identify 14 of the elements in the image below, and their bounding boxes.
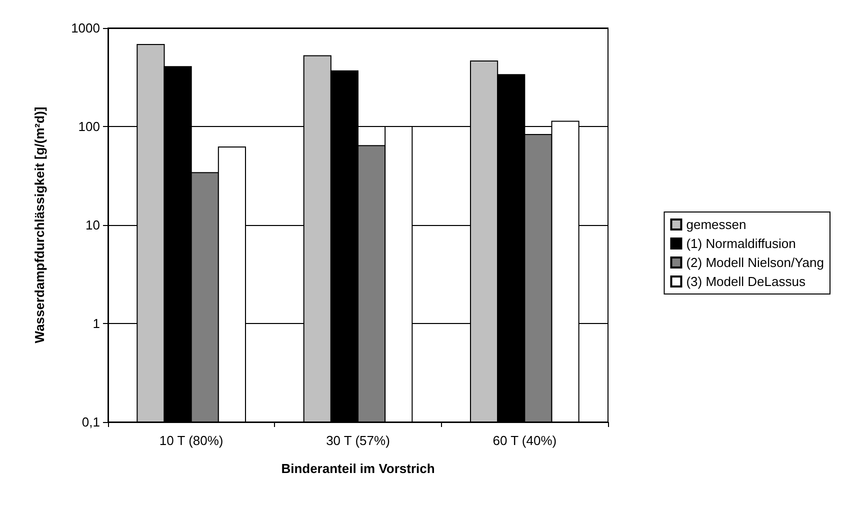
legend-label: (1) Normaldiffusion	[686, 236, 796, 251]
y-tick-label: 10	[86, 218, 100, 232]
y-axis-title: Wasserdampfdurchlässigkeit [g/(m²d)]	[32, 106, 47, 344]
x-tick-label: 10 T (80%)	[159, 433, 224, 448]
x-tick-label: 30 T (57%)	[326, 433, 390, 448]
legend-label: gemessen	[686, 217, 746, 232]
legend-label: (2) Modell Nielson/Yang	[686, 255, 824, 270]
y-tick-label: 0,1	[82, 414, 100, 430]
x-axis-title: Binderanteil im Vorstrich	[281, 461, 435, 476]
y-tick-label: 1	[92, 316, 100, 331]
legend-label: (3) Modell DeLassus	[686, 274, 806, 289]
y-tick-label: 100	[78, 119, 100, 134]
y-tick-label: 1000	[71, 20, 100, 36]
x-tick-label: 60 T (40%)	[492, 433, 557, 448]
